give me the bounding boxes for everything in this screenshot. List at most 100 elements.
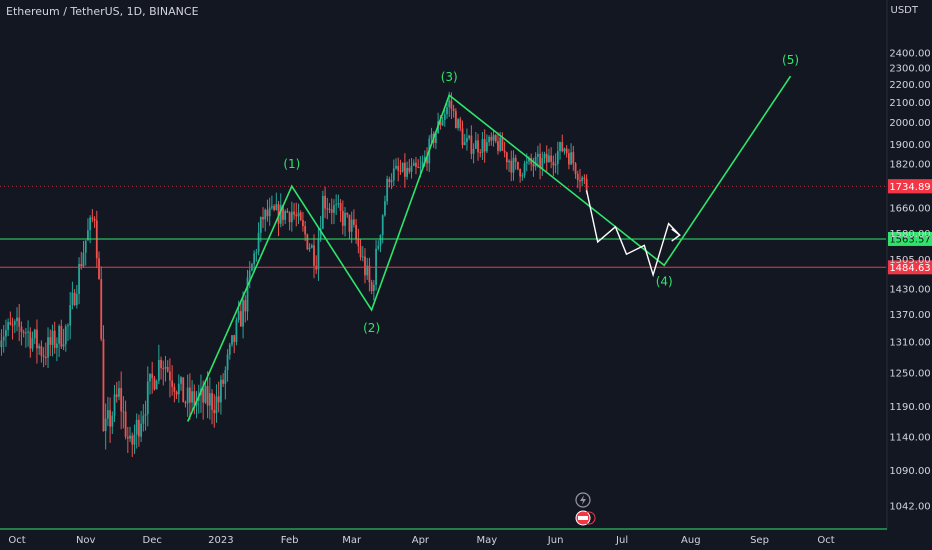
- x-tick-label: Jun: [547, 535, 564, 546]
- projection-arrowhead: [671, 228, 681, 242]
- candle-body: [508, 160, 510, 163]
- candle-body: [299, 212, 302, 221]
- candle-body: [255, 251, 258, 254]
- candle-body: [231, 335, 233, 345]
- candle-body: [135, 419, 138, 435]
- candle-body: [448, 100, 451, 108]
- wave-label: (1): [283, 157, 300, 171]
- candle-body: [213, 409, 216, 414]
- projection-line[interactable]: [585, 190, 681, 278]
- candle-body: [545, 153, 548, 163]
- y-tick-label: 1042.00: [889, 502, 930, 513]
- candle-body: [517, 161, 519, 170]
- x-tick-label: Aug: [681, 535, 701, 546]
- candle-body: [138, 419, 140, 437]
- candle-body: [548, 155, 550, 163]
- wave-line[interactable]: [186, 75, 792, 422]
- candle-body: [82, 252, 85, 267]
- candle-body: [102, 339, 105, 432]
- candle-body: [430, 133, 433, 139]
- candle-body: [62, 344, 65, 347]
- candle-body: [142, 415, 145, 424]
- candle-body: [277, 204, 280, 224]
- candle-body: [443, 114, 446, 121]
- candle-body: [239, 311, 242, 327]
- candle-body: [481, 139, 484, 153]
- y-tick-label: 1250.00: [889, 368, 930, 379]
- candle-body: [220, 379, 222, 403]
- candle-body: [208, 393, 211, 406]
- earnings-icon-bar: [578, 516, 588, 520]
- price-level-tag: [888, 231, 932, 246]
- candle-body: [379, 235, 382, 246]
- candle-body: [111, 415, 114, 427]
- x-tick-label: Feb: [281, 535, 299, 546]
- candle-body: [317, 239, 320, 270]
- wave-label: (5): [782, 53, 799, 67]
- candle-body: [497, 141, 499, 151]
- candle-body: [248, 270, 251, 278]
- x-tick-label: Jul: [615, 535, 628, 546]
- currency-label: USDT: [890, 5, 918, 16]
- candle-body: [193, 391, 196, 406]
- candle-body: [109, 410, 111, 427]
- candle-body: [536, 153, 539, 157]
- candle-body: [9, 322, 12, 325]
- candle-body: [93, 218, 96, 221]
- candle-body: [204, 386, 207, 403]
- x-tick-label: Apr: [412, 535, 430, 546]
- candle-body: [490, 136, 493, 141]
- candle-body: [386, 178, 389, 202]
- candle-body: [27, 331, 29, 333]
- candle-body: [157, 359, 160, 381]
- candle-body: [468, 135, 471, 139]
- candle-body: [341, 210, 344, 226]
- candle-body: [328, 208, 331, 210]
- candle-body: [585, 178, 588, 192]
- candle-body: [459, 119, 462, 129]
- candle-body: [446, 107, 448, 115]
- candle-body: [140, 423, 143, 437]
- candle-body: [69, 305, 72, 326]
- candle-body: [539, 153, 541, 169]
- candle-body: [337, 203, 340, 205]
- candle-body: [521, 175, 524, 177]
- candle-body: [579, 180, 581, 182]
- x-tick-label: Oct: [8, 535, 25, 546]
- candle-body: [20, 326, 23, 332]
- candle-body: [153, 378, 156, 390]
- candle-body: [5, 330, 7, 337]
- candle-body: [235, 320, 238, 342]
- candle-body: [33, 329, 36, 339]
- candle-body: [98, 258, 100, 280]
- candle-body: [149, 373, 151, 382]
- candle-body: [306, 234, 309, 250]
- candle-body: [368, 265, 371, 283]
- candle-body: [286, 211, 289, 213]
- price-level-tag-label: 1484.63: [889, 263, 930, 274]
- candle-body: [228, 344, 231, 355]
- candle-body: [226, 354, 229, 371]
- candle-body: [124, 411, 127, 437]
- candle-body: [472, 148, 475, 154]
- candle-body: [224, 370, 227, 384]
- y-tick-label: 1310.00: [889, 338, 930, 349]
- candle-body: [113, 394, 116, 416]
- candle-body: [501, 137, 504, 151]
- candle-body: [423, 156, 426, 162]
- candle-body: [324, 195, 326, 209]
- candle-body: [2, 336, 5, 341]
- candle-body: [457, 119, 459, 129]
- candle-body: [237, 311, 240, 321]
- candle-body: [581, 177, 584, 182]
- candle-body: [71, 292, 74, 306]
- candle-body: [22, 331, 25, 333]
- candle-body: [397, 165, 400, 171]
- candle-body: [304, 225, 307, 235]
- y-tick-label: 1660.00: [889, 203, 930, 214]
- candle-body: [415, 162, 417, 167]
- candle-body: [359, 246, 362, 258]
- candle-body: [257, 232, 260, 252]
- candle-body: [122, 411, 125, 413]
